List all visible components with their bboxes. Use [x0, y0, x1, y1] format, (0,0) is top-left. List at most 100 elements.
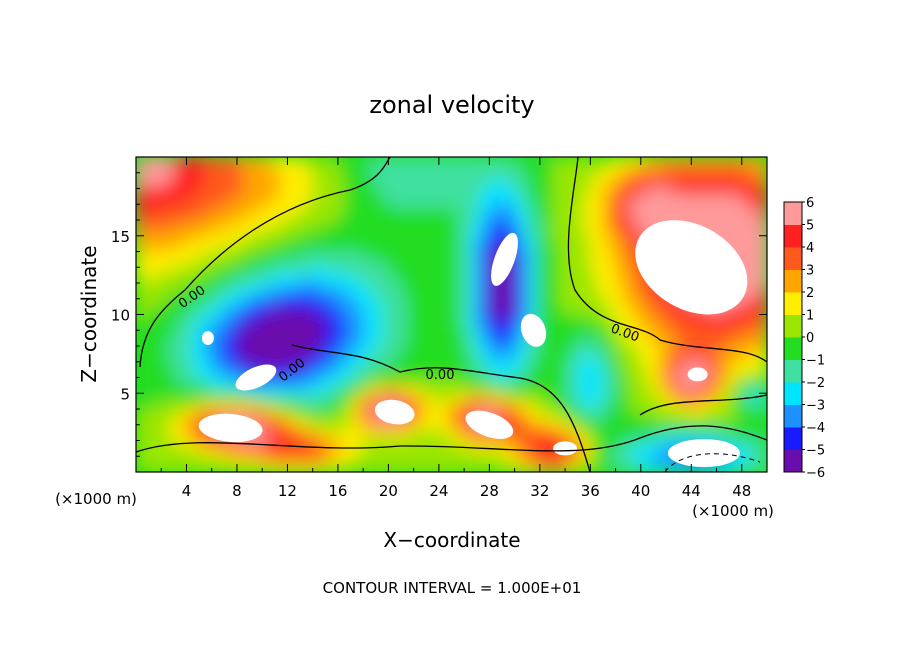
field-cell [476, 386, 484, 395]
field-cell [419, 357, 428, 366]
field-cell [350, 350, 358, 359]
field-cell [722, 192, 731, 201]
field-cell [634, 407, 642, 416]
field-cell [703, 314, 712, 323]
field-cell [148, 264, 156, 273]
field-cell [382, 214, 390, 223]
field-cell [369, 457, 377, 466]
field-cell [558, 307, 567, 316]
field-cell [413, 336, 421, 345]
field-cell [760, 250, 767, 259]
field-cell [199, 350, 207, 359]
field-cell [167, 321, 175, 330]
field-cell [211, 278, 219, 287]
field-cell [419, 192, 428, 201]
field-cell [319, 400, 327, 409]
field-cell [350, 228, 358, 237]
field-cell [401, 271, 409, 280]
field-cell [167, 278, 175, 287]
field-cell [565, 378, 573, 388]
field-cell [432, 250, 440, 259]
saturated-blob [465, 410, 514, 439]
field-cell [451, 178, 459, 187]
field-cell [552, 271, 560, 280]
field-cell [590, 321, 598, 330]
field-cell [180, 285, 188, 295]
field-cell [161, 464, 169, 472]
field-cell [350, 357, 358, 366]
field-cell [306, 264, 314, 273]
field-cell [407, 164, 415, 173]
field-cell [167, 271, 175, 280]
field-cell [571, 300, 579, 309]
field-cell [407, 371, 415, 380]
field-cell [445, 407, 453, 416]
field-cell [748, 400, 756, 409]
field-cell [230, 336, 238, 345]
field-cell [426, 343, 434, 352]
field-cell [218, 321, 226, 330]
field-cell [476, 257, 484, 266]
field-cell [539, 214, 548, 223]
field-cell [754, 393, 762, 402]
field-cell [413, 350, 421, 359]
field-cell [356, 164, 365, 173]
field-cell [262, 257, 270, 266]
field-cell [495, 407, 503, 416]
field-cell [470, 278, 478, 287]
field-cell [729, 436, 737, 445]
field-cell [565, 336, 573, 345]
field-cell [508, 336, 516, 345]
field-cell [274, 307, 283, 316]
field-cell [457, 371, 466, 380]
field-cell [659, 328, 667, 337]
field-cell [426, 371, 434, 380]
field-cell [281, 200, 289, 209]
field-cell [565, 386, 573, 395]
field-cell [268, 271, 276, 280]
field-cell [413, 400, 421, 409]
field-cell [634, 343, 642, 352]
field-cell [154, 171, 163, 180]
field-cell [142, 378, 150, 388]
field-cell [514, 192, 522, 201]
field-cell [205, 157, 213, 166]
field-cell [735, 443, 743, 452]
field-cell [609, 350, 617, 359]
field-cell [558, 271, 567, 280]
field-cell [577, 271, 585, 280]
field-cell [192, 450, 201, 459]
field-cell [218, 457, 226, 466]
field-cell [186, 221, 194, 230]
field-cell [520, 364, 529, 373]
x-tick-label: 24 [429, 482, 448, 500]
field-cell [319, 271, 327, 280]
field-cell [388, 264, 396, 273]
field-cell [161, 457, 169, 466]
field-cell [697, 178, 705, 187]
field-cell [281, 293, 289, 302]
field-cell [211, 264, 219, 273]
field-cell [502, 285, 510, 295]
field-cell [426, 436, 434, 445]
field-cell [262, 350, 270, 359]
field-cell [205, 307, 213, 316]
field-cell [224, 443, 232, 452]
field-cell [483, 228, 491, 237]
field-cell [748, 321, 756, 330]
field-cell [590, 185, 598, 194]
field-cell [628, 378, 636, 388]
field-cell [621, 371, 630, 380]
field-cell [375, 328, 384, 337]
field-cell [262, 314, 270, 323]
field-cell [716, 343, 724, 352]
field-cell [508, 393, 516, 402]
field-cell [445, 278, 453, 287]
field-cell [476, 185, 484, 194]
field-cell [476, 457, 484, 466]
field-cell [489, 200, 497, 209]
field-cell [678, 307, 686, 316]
field-cell [407, 207, 415, 216]
field-cell [205, 207, 213, 216]
field-cell [558, 257, 567, 266]
